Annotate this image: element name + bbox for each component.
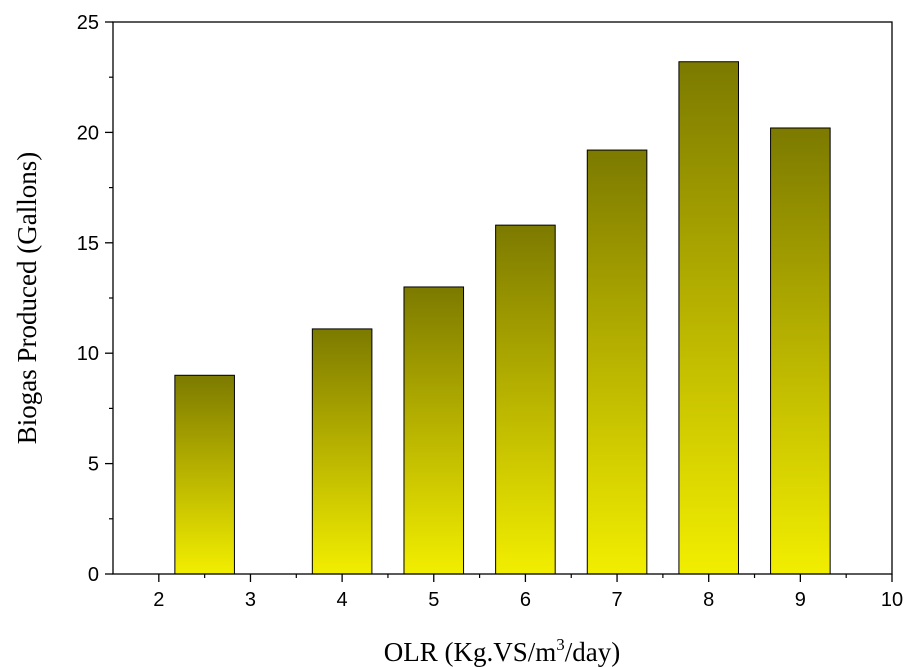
y-tick-label: 0	[88, 564, 99, 586]
bar	[770, 127, 831, 575]
x-tick-label: 9	[795, 589, 806, 611]
x-tick-label: 3	[245, 589, 256, 611]
x-tick-label: 6	[520, 589, 531, 611]
bar	[495, 224, 556, 575]
bar	[678, 61, 739, 575]
bar	[586, 149, 648, 575]
tick-labels-layer: 2 3 4 5 6 7 8 9 10 0 5 10 15 20 25	[77, 12, 903, 611]
y-tick-label: 15	[77, 233, 99, 255]
x-axis-title-suffix: /day)	[565, 637, 620, 667]
x-axis-title-main: OLR (Kg.VS/m	[384, 637, 557, 667]
x-tick-label: 2	[153, 589, 164, 611]
bar	[174, 374, 235, 575]
y-tick-label: 5	[88, 454, 99, 476]
x-tick-label: 4	[337, 589, 348, 611]
y-tick-label: 20	[77, 122, 99, 144]
ticks-layer	[105, 21, 893, 582]
x-axis-title: OLR (Kg.VS/m3/day)	[384, 635, 621, 667]
x-tick-label: 10	[881, 589, 903, 611]
y-tick-label: 10	[77, 343, 99, 365]
x-tick-label: 5	[428, 589, 439, 611]
y-axis-title: Biogas Produced (Gallons)	[12, 152, 42, 444]
x-tick-label: 8	[703, 589, 714, 611]
x-tick-label: 7	[611, 589, 622, 611]
bar	[403, 286, 465, 575]
bars-layer	[174, 61, 831, 575]
y-tick-label: 25	[77, 12, 99, 34]
bar	[311, 328, 373, 575]
x-axis-title-superscript: 3	[556, 635, 565, 654]
